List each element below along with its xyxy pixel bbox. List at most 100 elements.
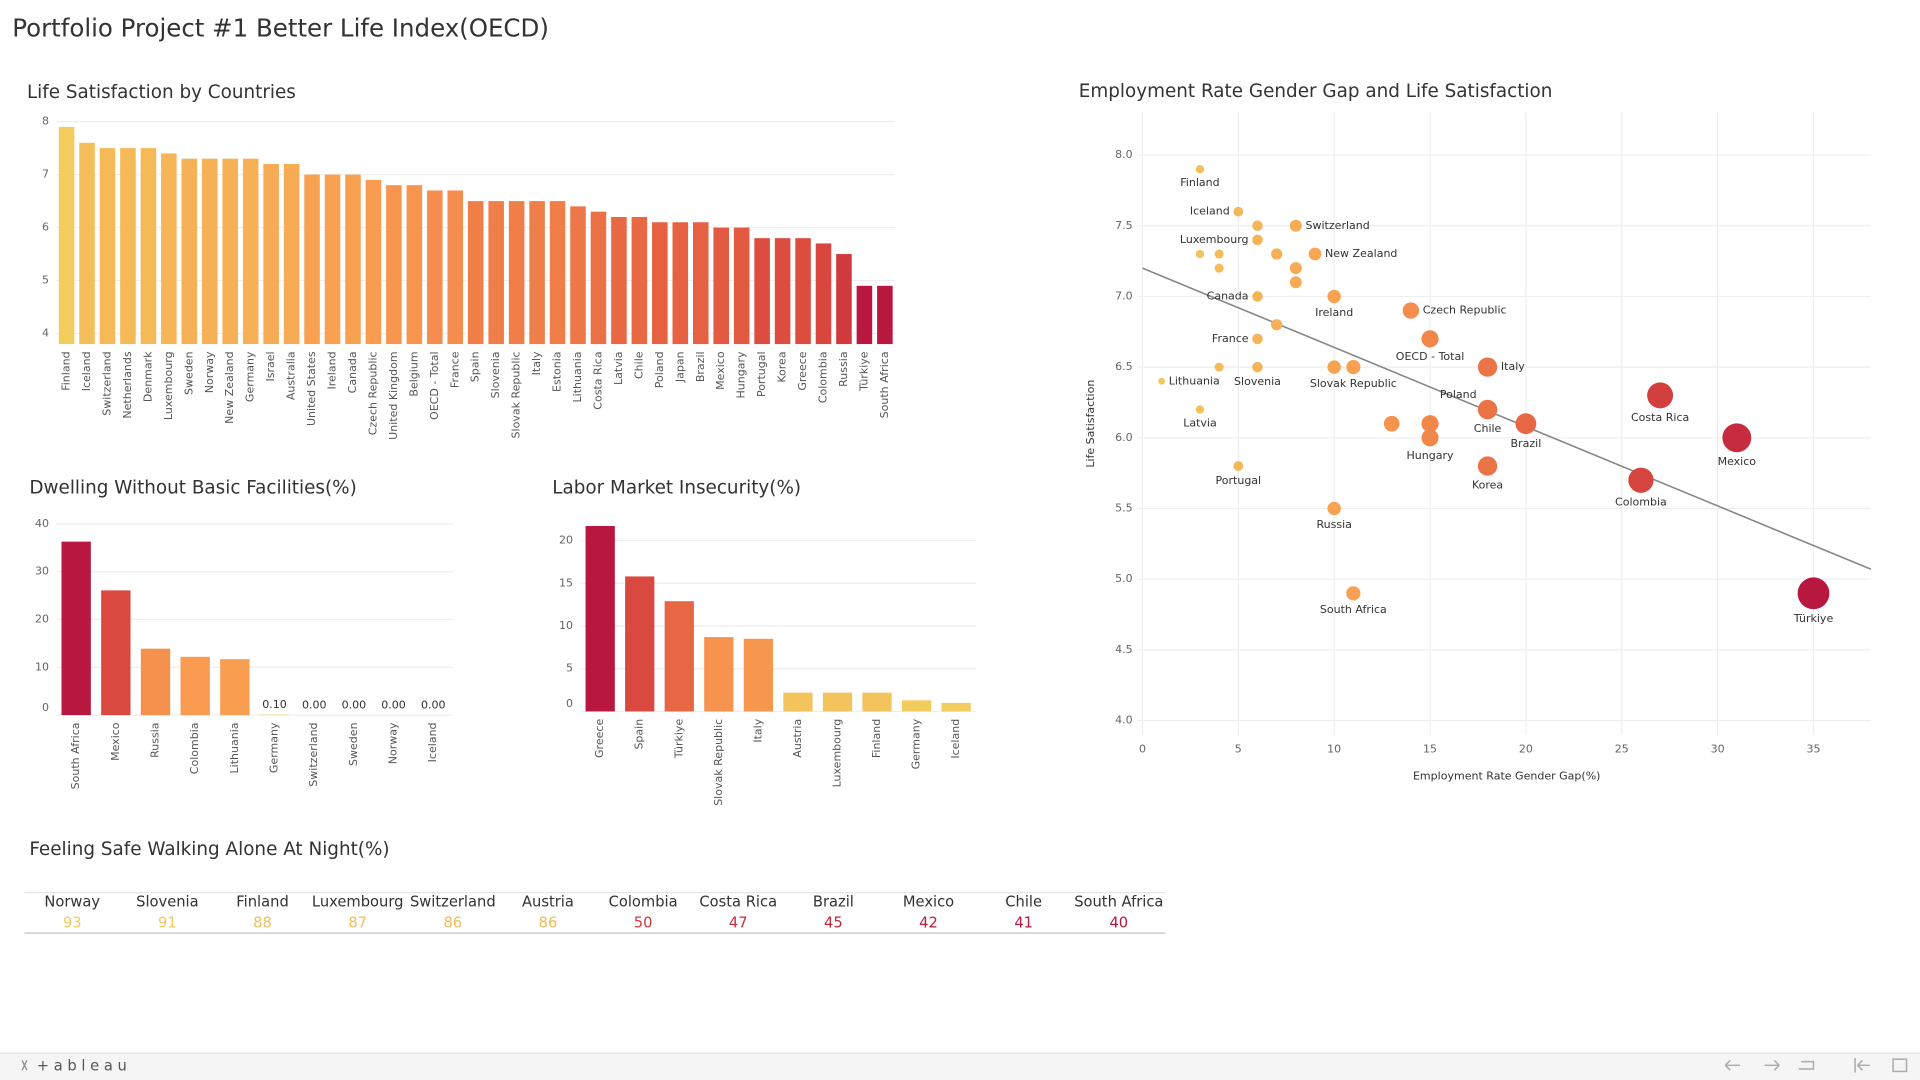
x-tick-label: 20 [1519,742,1533,755]
point-label: Ireland [1315,306,1353,319]
bar [664,601,694,712]
scatter-point [1346,360,1361,375]
x-tick-label: Lithuania [228,722,241,773]
x-tick-label: 10 [1327,742,1341,755]
x-tick-label: Australia [285,351,298,400]
scatter-point [1797,577,1830,610]
column-header: Finland [236,893,288,910]
bar [324,174,341,345]
point-label: Mexico [1718,455,1757,468]
column-header: Mexico [903,893,954,910]
bar [386,185,402,345]
bar [447,190,464,345]
x-tick-label: Czech Republic [366,351,379,435]
y-tick-label: 5 [566,662,573,675]
x-tick-label: Greece [796,351,809,390]
x-tick-label: Türkiye [857,351,870,392]
footer-logo-mark [21,1060,28,1071]
redo-icon[interactable] [1764,1059,1780,1071]
x-tick-label: United Kingdom [387,351,400,439]
x-tick-label: Latvia [612,351,625,385]
bar [652,222,668,345]
table-title: Feeling Safe Walking Alone At Night(%) [29,839,389,860]
y-tick-label: 7.5 [1115,219,1133,232]
x-tick-label: Estonia [551,351,564,392]
point-label: Lithuania [1169,374,1220,387]
y-tick-label: 8 [42,115,49,128]
x-tick-label: Türkiye [672,719,685,760]
point-label: Colombia [1615,496,1667,509]
column-header: South Africa [1074,893,1163,910]
x-tick-label: France [448,351,461,388]
y-tick-label: 20 [559,534,573,547]
x-tick-label: Greece [593,719,606,758]
value-label: 0.00 [342,698,367,711]
scatter-point [1346,586,1361,601]
x-tick-label: Iceland [426,722,439,762]
point-label: Poland [1440,388,1477,401]
y-tick-label: 5.0 [1115,572,1133,585]
scatter-point [1214,249,1224,259]
x-tick-label: Iceland [949,719,962,759]
bar [345,174,361,345]
bar [427,190,443,345]
bar [488,201,504,345]
scatter-point [1421,330,1439,348]
bar [822,692,853,712]
x-tick-label: Korea [776,351,789,382]
x-tick-label: Norway [387,722,400,764]
bar [743,638,774,712]
scatter-point [1383,415,1400,432]
x-tick-label: Slovak Republic [510,351,523,438]
bar [529,201,545,345]
y-tick-label: 6.0 [1115,431,1133,444]
bar [79,142,95,345]
bar [672,222,689,345]
column-header: Austria [522,893,574,910]
point-label: OECD - Total [1396,350,1465,363]
chart-title: Employment Rate Gender Gap and Life Sati… [1079,81,1553,102]
revert-icon[interactable] [1854,1057,1870,1073]
bar [61,541,91,716]
x-tick-label: 35 [1806,742,1820,755]
y-tick-label: 20 [35,613,49,626]
share-icon[interactable] [1798,1060,1815,1070]
column-header: Brazil [813,893,854,910]
y-tick-label: 30 [35,565,49,578]
scatter-point [1214,362,1224,372]
x-tick-label: Israel [264,351,277,381]
y-tick-label: 0 [42,701,49,714]
undo-icon[interactable] [1724,1059,1740,1071]
x-tick-label: Slovenia [489,351,502,398]
x-tick-label: Norway [203,351,216,393]
x-tick-label: Finland [60,351,73,390]
cell-value: 88 [253,914,272,931]
scatter-point [1233,206,1244,217]
x-tick-label: Brazil [694,351,707,382]
point-label: Russia [1316,518,1351,531]
x-tick-label: Denmark [141,351,154,402]
bar [283,163,300,345]
bar [815,243,832,345]
bar [856,285,873,345]
footer-icons [1724,1057,1908,1073]
x-tick-label: Luxembourg [830,719,843,788]
footer-logo[interactable]: + a b l e a u [37,1058,127,1075]
point-label: Chile [1474,422,1502,435]
x-tick-label: South Africa [878,351,891,418]
x-tick-label: South Africa [69,722,82,789]
cell-value: 45 [824,914,843,931]
point-label: Finland [1180,176,1219,189]
x-tick-label: Lithuania [571,351,584,402]
point-label: Canada [1207,289,1249,302]
cell-value: 50 [634,914,653,931]
bar [140,648,171,716]
cell-value: 86 [539,914,558,931]
fullscreen-icon[interactable] [1892,1058,1908,1073]
bar [242,158,259,345]
bar [774,238,791,345]
scatter-point [1233,461,1244,471]
bar [570,206,586,345]
bar [692,222,709,345]
